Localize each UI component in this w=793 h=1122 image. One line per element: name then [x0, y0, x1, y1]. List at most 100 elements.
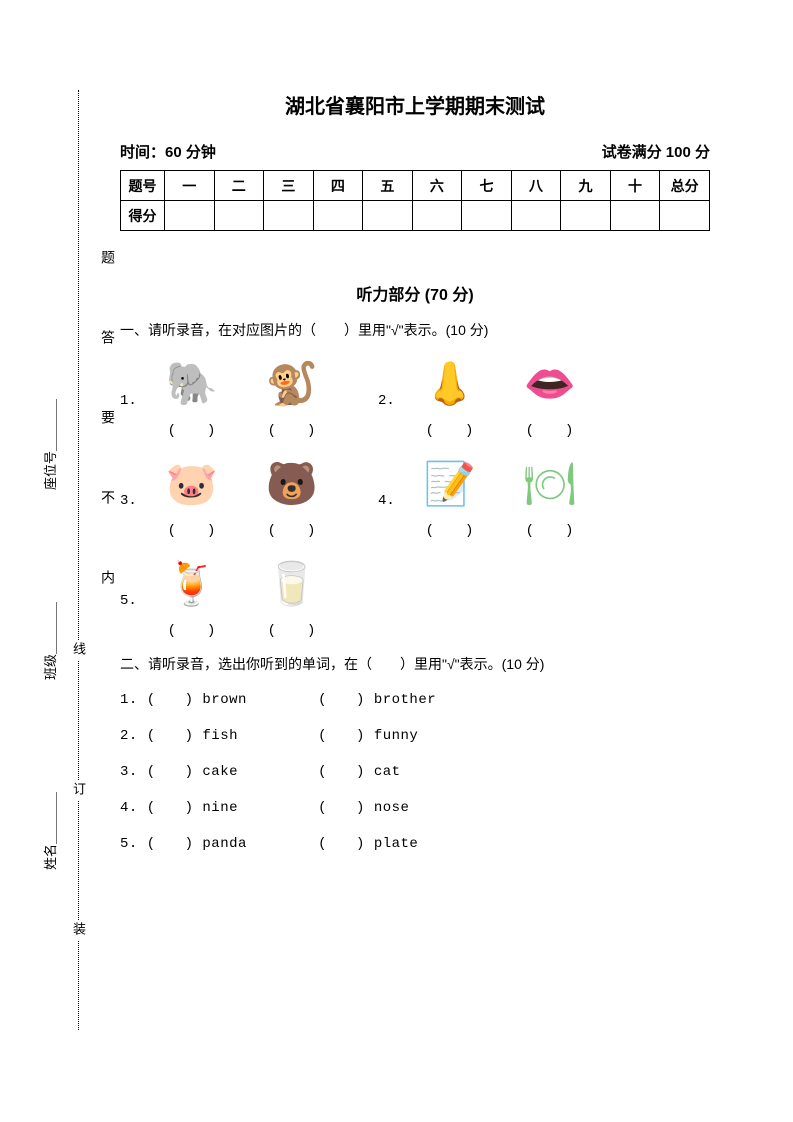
- score-cell[interactable]: [660, 201, 710, 231]
- image-cell: 🐒: [242, 353, 342, 415]
- meta-row: 时间：60 分钟 试卷满分 100 分: [120, 141, 710, 162]
- word-choice-line[interactable]: 3. ( ) cake ( ) cat: [120, 760, 710, 780]
- item-number: 5.: [120, 593, 142, 615]
- col-5: 五: [363, 171, 413, 201]
- gutter-da: 答: [96, 330, 116, 350]
- side-name: 姓名＿＿＿＿: [40, 792, 59, 870]
- score-table: 题号 一 二 三 四 五 六 七 八 九 十 总分 得分: [120, 170, 710, 231]
- image-cell: 🐻: [242, 453, 342, 515]
- answer-paren[interactable]: ( ): [142, 619, 242, 639]
- q2-instruction: 二、请听录音，选出你听到的单词，在（ ）里用"√"表示。(10 分): [120, 653, 710, 675]
- answer-paren[interactable]: ( ): [400, 519, 500, 539]
- image-cell: 🍹: [142, 553, 242, 615]
- col-10: 十: [610, 171, 660, 201]
- bind-xian: 线: [69, 640, 88, 660]
- table-row: 题号 一 二 三 四 五 六 七 八 九 十 总分: [121, 171, 710, 201]
- mouth-icon: 👄: [515, 353, 585, 415]
- gutter-bu: 不: [96, 490, 116, 510]
- time-info: 时间：60 分钟: [120, 141, 216, 162]
- time-value: 60 分钟: [165, 144, 216, 161]
- col-6: 六: [412, 171, 462, 201]
- score-cell[interactable]: [561, 201, 611, 231]
- milk-icon: 🥛: [257, 553, 327, 615]
- full-value: 100 分: [666, 144, 710, 161]
- word-choice-line[interactable]: 5. ( ) panda ( ) plate: [120, 832, 710, 852]
- q1-area: 1. 🐘 🐒 2. 👃 👄 ( )( )( )( )3. 🐷 🐻 4. 📝 🍽 …: [120, 353, 710, 639]
- image-cell: 👄: [500, 353, 600, 415]
- side-seat-label: 座位号: [43, 451, 58, 490]
- image-cell: 🐘: [142, 353, 242, 415]
- paren-row: ( )( )( )( ): [142, 519, 710, 539]
- image-cell: 🍽: [500, 453, 600, 515]
- q2-area: 1. ( ) brown ( ) brother 2. ( ) fish ( ) …: [120, 688, 710, 852]
- score-cell[interactable]: [214, 201, 264, 231]
- score-cell[interactable]: [511, 201, 561, 231]
- image-row: 3. 🐷 🐻 4. 📝 🍽: [120, 453, 710, 515]
- image-row: 1. 🐘 🐒 2. 👃 👄: [120, 353, 710, 415]
- paren-row: ( )( )( )( ): [142, 419, 710, 439]
- exam-title: 湖北省襄阳市上学期期末测试: [120, 90, 710, 119]
- score-cell[interactable]: [412, 201, 462, 231]
- score-cell[interactable]: [610, 201, 660, 231]
- answer-paren[interactable]: ( ): [500, 419, 600, 439]
- side-class: 班级＿＿＿＿: [40, 602, 59, 680]
- monkey-icon: 🐒: [257, 353, 327, 415]
- image-row: 5. 🍹 🥛: [120, 553, 710, 615]
- row-label-1: 题号: [121, 171, 165, 201]
- time-label: 时间：: [120, 144, 165, 161]
- col-4: 四: [313, 171, 363, 201]
- word-choice-line[interactable]: 2. ( ) fish ( ) funny: [120, 724, 710, 744]
- image-cell: 📝: [400, 453, 500, 515]
- gutter-nei: 内: [96, 570, 116, 590]
- answer-paren[interactable]: ( ): [242, 619, 342, 639]
- image-cell: 🐷: [142, 453, 242, 515]
- listening-header: 听力部分 (70 分): [120, 281, 710, 305]
- item-number: 3.: [120, 493, 142, 515]
- answer-paren[interactable]: ( ): [400, 419, 500, 439]
- nose-icon: 👃: [415, 353, 485, 415]
- juice-icon: 🍹: [157, 553, 227, 615]
- answer-paren[interactable]: ( ): [242, 419, 342, 439]
- score-cell[interactable]: [363, 201, 413, 231]
- col-7: 七: [462, 171, 512, 201]
- full-label: 试卷满分: [602, 144, 666, 161]
- q1-instruction: 一、请听录音，在对应图片的（ ）里用"√"表示。(10 分): [120, 319, 710, 341]
- fullmark-info: 试卷满分 100 分: [602, 141, 710, 162]
- gutter-yao: 要: [96, 410, 116, 430]
- item-number: 4.: [378, 493, 400, 515]
- col-1: 一: [165, 171, 215, 201]
- bind-ding: 订: [69, 780, 88, 800]
- score-cell[interactable]: [313, 201, 363, 231]
- bind-zhuang: 装: [69, 920, 88, 940]
- image-cell: 🥛: [242, 553, 342, 615]
- side-class-label: 班级: [43, 654, 58, 680]
- plate-icon: 🍽: [515, 453, 585, 515]
- col-3: 三: [264, 171, 314, 201]
- score-cell[interactable]: [165, 201, 215, 231]
- word-choice-line[interactable]: 1. ( ) brown ( ) brother: [120, 688, 710, 708]
- answer-paren[interactable]: ( ): [142, 519, 242, 539]
- col-2: 二: [214, 171, 264, 201]
- pencilcase-icon: 📝: [415, 453, 485, 515]
- page-content: 湖北省襄阳市上学期期末测试 时间：60 分钟 试卷满分 100 分 题号 一 二…: [120, 90, 710, 868]
- answer-paren[interactable]: ( ): [500, 519, 600, 539]
- answer-paren[interactable]: ( ): [142, 419, 242, 439]
- row-label-2: 得分: [121, 201, 165, 231]
- score-cell[interactable]: [462, 201, 512, 231]
- image-cell: 👃: [400, 353, 500, 415]
- answer-paren[interactable]: ( ): [242, 519, 342, 539]
- item-number: 2.: [378, 393, 400, 415]
- item-number: 1.: [120, 393, 142, 415]
- side-class-blank: ＿＿＿＿: [43, 602, 58, 654]
- bear-icon: 🐻: [257, 453, 327, 515]
- col-8: 八: [511, 171, 561, 201]
- side-name-blank: ＿＿＿＿: [43, 792, 58, 844]
- col-total: 总分: [660, 171, 710, 201]
- paren-row: ( )( ): [142, 619, 710, 639]
- table-row: 得分: [121, 201, 710, 231]
- score-cell[interactable]: [264, 201, 314, 231]
- word-choice-line[interactable]: 4. ( ) nine ( ) nose: [120, 796, 710, 816]
- gutter-ti: 题: [96, 250, 116, 270]
- pig-icon: 🐷: [157, 453, 227, 515]
- elephant-icon: 🐘: [157, 353, 227, 415]
